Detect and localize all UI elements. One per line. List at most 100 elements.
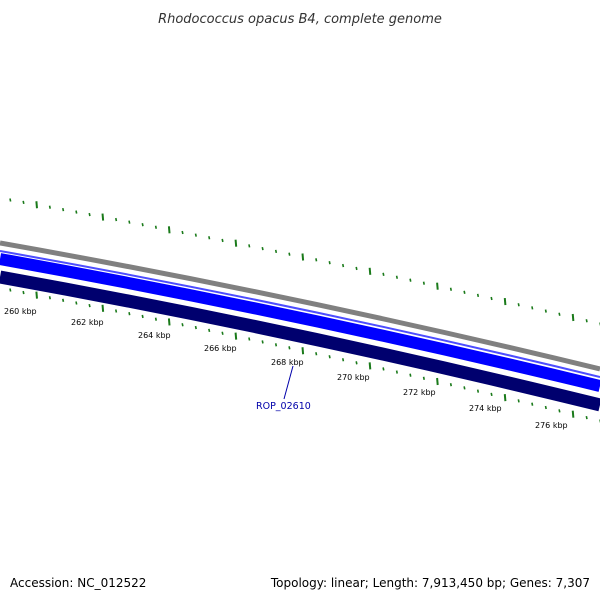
minor-tick <box>517 399 520 403</box>
major-tick <box>301 253 305 261</box>
minor-tick <box>585 319 588 323</box>
minor-tick <box>22 200 25 205</box>
minor-tick <box>221 331 224 335</box>
minor-tick <box>449 383 453 387</box>
minor-tick <box>22 290 25 295</box>
minor-tick <box>490 296 493 301</box>
major-tick <box>35 201 38 209</box>
forward-strand-band[interactable] <box>0 253 600 392</box>
minor-tick <box>261 246 264 251</box>
major-tick <box>234 332 238 340</box>
tick-label-266: 266 kbp <box>204 344 237 353</box>
minor-tick <box>141 314 144 319</box>
minor-tick <box>558 409 561 413</box>
minor-tick <box>154 317 158 321</box>
minor-tick <box>476 293 480 298</box>
minor-tick <box>490 392 493 397</box>
minor-tick <box>382 367 385 371</box>
minor-tick <box>476 389 480 393</box>
tick-label-268: 268 kbp <box>271 358 304 367</box>
major-tick <box>503 298 507 306</box>
minor-tick <box>355 361 358 365</box>
minor-tick <box>341 358 345 362</box>
minor-tick <box>88 303 91 308</box>
minor-tick <box>558 312 561 316</box>
minor-tick <box>409 373 412 377</box>
minor-tick <box>395 275 399 279</box>
minor-tick <box>62 298 65 302</box>
tick-label-272: 272 kbp <box>403 388 436 397</box>
minor-tick <box>48 296 51 300</box>
minor-tick <box>328 355 331 359</box>
minor-tick <box>422 281 425 285</box>
major-tick <box>368 362 372 370</box>
major-tick <box>571 410 575 418</box>
minor-tick <box>194 325 197 330</box>
minor-tick <box>128 220 131 224</box>
minor-tick <box>382 272 385 276</box>
tick-label-276: 276 kbp <box>535 421 568 430</box>
minor-tick <box>544 405 547 410</box>
minor-tick <box>355 266 358 271</box>
minor-tick <box>409 278 412 282</box>
major-tick <box>436 282 439 290</box>
major-tick <box>301 347 305 355</box>
minor-tick <box>261 340 264 344</box>
minor-tick <box>531 402 534 406</box>
minor-tick <box>141 223 144 227</box>
minor-tick <box>88 212 91 217</box>
minor-tick <box>248 337 251 341</box>
minor-tick <box>274 343 278 347</box>
minor-tick <box>62 207 65 212</box>
major-tick <box>167 318 171 326</box>
major-tick <box>571 313 575 322</box>
tick-label-262: 262 kbp <box>71 318 104 327</box>
minor-tick <box>75 210 78 214</box>
minor-tick <box>449 287 453 291</box>
tick-labels: 260 kbp 262 kbp 264 kbp 266 kbp 268 kbp … <box>4 307 568 430</box>
major-tick <box>368 267 372 275</box>
minor-tick <box>585 415 588 420</box>
minor-tick <box>75 301 78 305</box>
minor-tick <box>9 198 12 202</box>
major-tick <box>234 239 238 247</box>
gene-label[interactable]: ROP_02610 <box>256 401 311 412</box>
minor-tick <box>463 386 466 390</box>
tick-label-274: 274 kbp <box>469 404 502 413</box>
minor-tick <box>544 309 547 313</box>
genome-tracks: 260 kbp 262 kbp 264 kbp 266 kbp 268 kbp … <box>0 198 600 430</box>
minor-tick <box>115 217 118 222</box>
minor-tick <box>328 261 331 265</box>
tick-label-270: 270 kbp <box>337 373 370 382</box>
minor-tick <box>315 258 318 262</box>
inner-tick-track <box>9 288 600 423</box>
minor-tick <box>181 323 184 327</box>
major-tick <box>35 291 38 299</box>
minor-tick <box>288 346 291 350</box>
minor-tick <box>48 205 51 209</box>
major-tick <box>167 226 171 234</box>
outer-tick-track <box>9 198 600 326</box>
forward-strand-highlight <box>0 250 600 378</box>
minor-tick <box>288 252 291 256</box>
minor-tick <box>274 249 278 254</box>
major-tick <box>101 304 105 312</box>
backbone-line <box>0 240 600 372</box>
minor-tick <box>517 303 520 307</box>
minor-tick <box>463 290 466 294</box>
map-title: Rhodococcus opacus B4, complete genome <box>158 12 442 27</box>
major-tick <box>101 213 105 221</box>
minor-tick <box>181 230 184 235</box>
tick-label-260: 260 kbp <box>4 307 37 316</box>
minor-tick <box>115 309 118 313</box>
reverse-strand-band[interactable] <box>0 270 600 412</box>
minor-tick <box>128 312 131 316</box>
genome-summary-label: Topology: linear; Length: 7,913,450 bp; … <box>270 576 590 590</box>
major-tick <box>436 377 439 386</box>
minor-tick <box>531 306 534 310</box>
minor-tick <box>9 288 12 292</box>
minor-tick <box>221 238 224 243</box>
minor-tick <box>315 352 318 356</box>
